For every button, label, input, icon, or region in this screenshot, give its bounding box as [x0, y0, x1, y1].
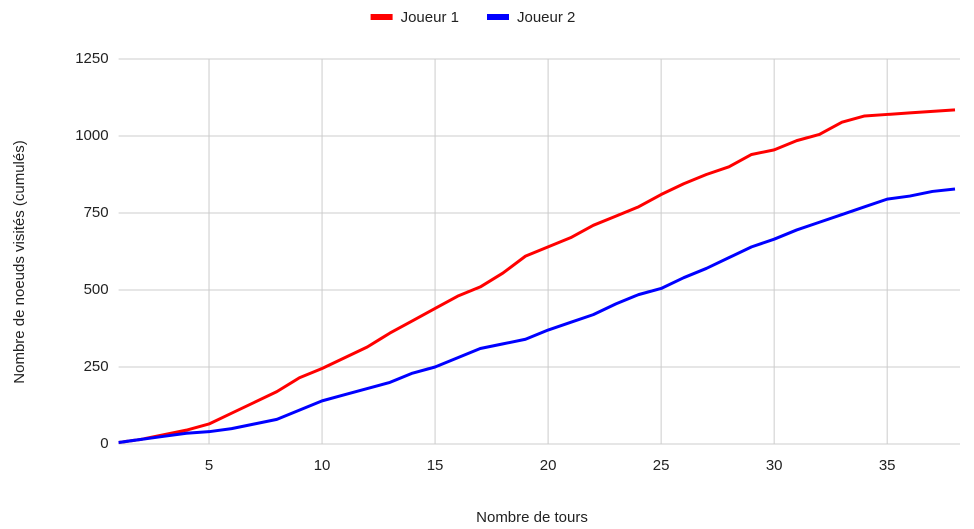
x-tick-label: 15	[427, 457, 444, 474]
legend-swatch	[370, 14, 393, 20]
line-series	[118, 187, 956, 444]
x-tick-label: 5	[205, 457, 213, 474]
x-tick-label: 20	[540, 457, 557, 474]
y-tick-label: 0	[100, 435, 108, 452]
legend-label: Joueur 1	[401, 9, 459, 26]
y-tick-label: 1000	[75, 127, 108, 144]
y-tick-label: 250	[84, 358, 109, 375]
legend-label: Joueur 2	[517, 9, 575, 26]
x-tick-label: 25	[653, 457, 670, 474]
legend-swatch	[487, 14, 509, 20]
x-tick-label: 35	[879, 457, 896, 474]
x-tick-label: 30	[766, 457, 783, 474]
y-axis-label: Nombre de noeuds visités (cumulés)	[11, 140, 28, 383]
y-tick-label: 750	[84, 204, 109, 221]
y-tick-label: 500	[84, 281, 109, 298]
x-tick-label: 10	[314, 457, 331, 474]
x-axis-label: Nombre de tours	[476, 509, 588, 526]
y-tick-label: 1250	[75, 50, 108, 67]
line-series	[118, 108, 956, 444]
